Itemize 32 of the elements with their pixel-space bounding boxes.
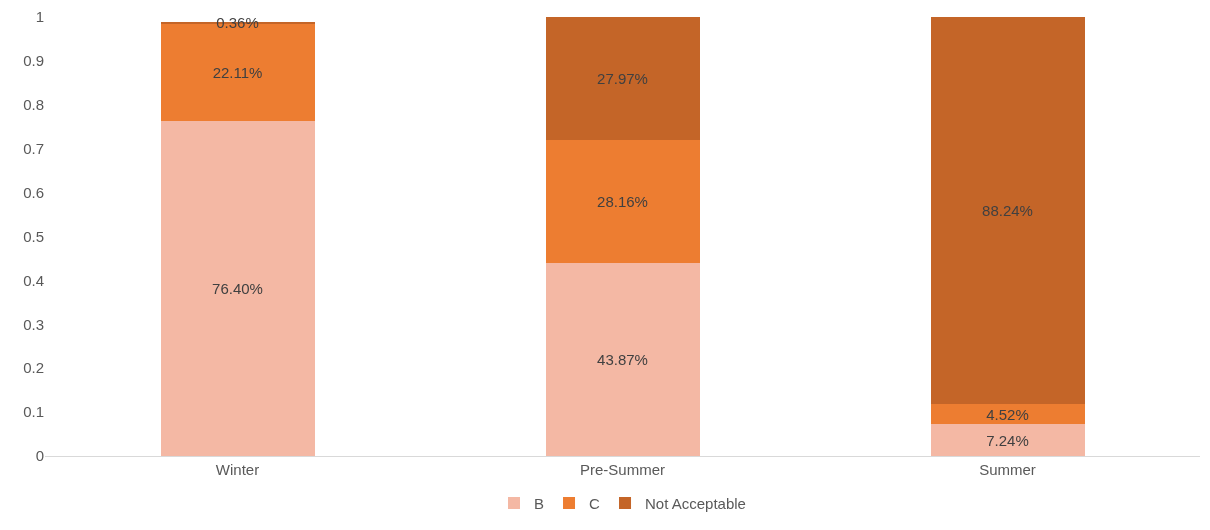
data-label: 76.40% xyxy=(212,279,263,297)
data-label: 7.24% xyxy=(986,431,1029,449)
bar xyxy=(545,17,700,140)
y-tick-label: 0 xyxy=(35,447,44,465)
data-label: 27.97% xyxy=(597,69,648,87)
data-label: 28.16% xyxy=(597,193,648,211)
x-tick-label: Pre-Summer xyxy=(579,461,666,478)
legend-label: C xyxy=(589,494,601,512)
y-tick-label: 0.9 xyxy=(23,52,44,70)
y-tick-label: 0.3 xyxy=(23,315,44,333)
bar xyxy=(545,139,700,264)
bar xyxy=(930,17,1085,405)
data-label: 43.87% xyxy=(597,351,648,369)
data-label: 4.52% xyxy=(986,405,1029,423)
x-tick-label: Summer xyxy=(979,461,1036,478)
legend-label: Not Acceptable xyxy=(645,494,746,512)
x-tick-label: Winter xyxy=(215,461,260,478)
data-label: 88.24% xyxy=(982,202,1033,220)
bar xyxy=(545,263,700,456)
y-tick-label: 0.2 xyxy=(23,359,44,377)
y-tick-label: 0.8 xyxy=(23,96,44,114)
data-label: 22.11% xyxy=(212,63,263,81)
bar xyxy=(930,404,1085,425)
legend-label: B xyxy=(534,494,545,512)
bar xyxy=(930,424,1085,456)
bar xyxy=(160,120,315,456)
y-tick-label: 1 xyxy=(35,8,44,26)
y-tick-label: 0.5 xyxy=(23,227,44,245)
y-tick-label: 0.6 xyxy=(23,183,44,201)
y-tick-label: 0.7 xyxy=(23,139,44,157)
y-tick-label: 0.4 xyxy=(23,271,44,289)
y-tick-label: 0.1 xyxy=(23,403,44,421)
